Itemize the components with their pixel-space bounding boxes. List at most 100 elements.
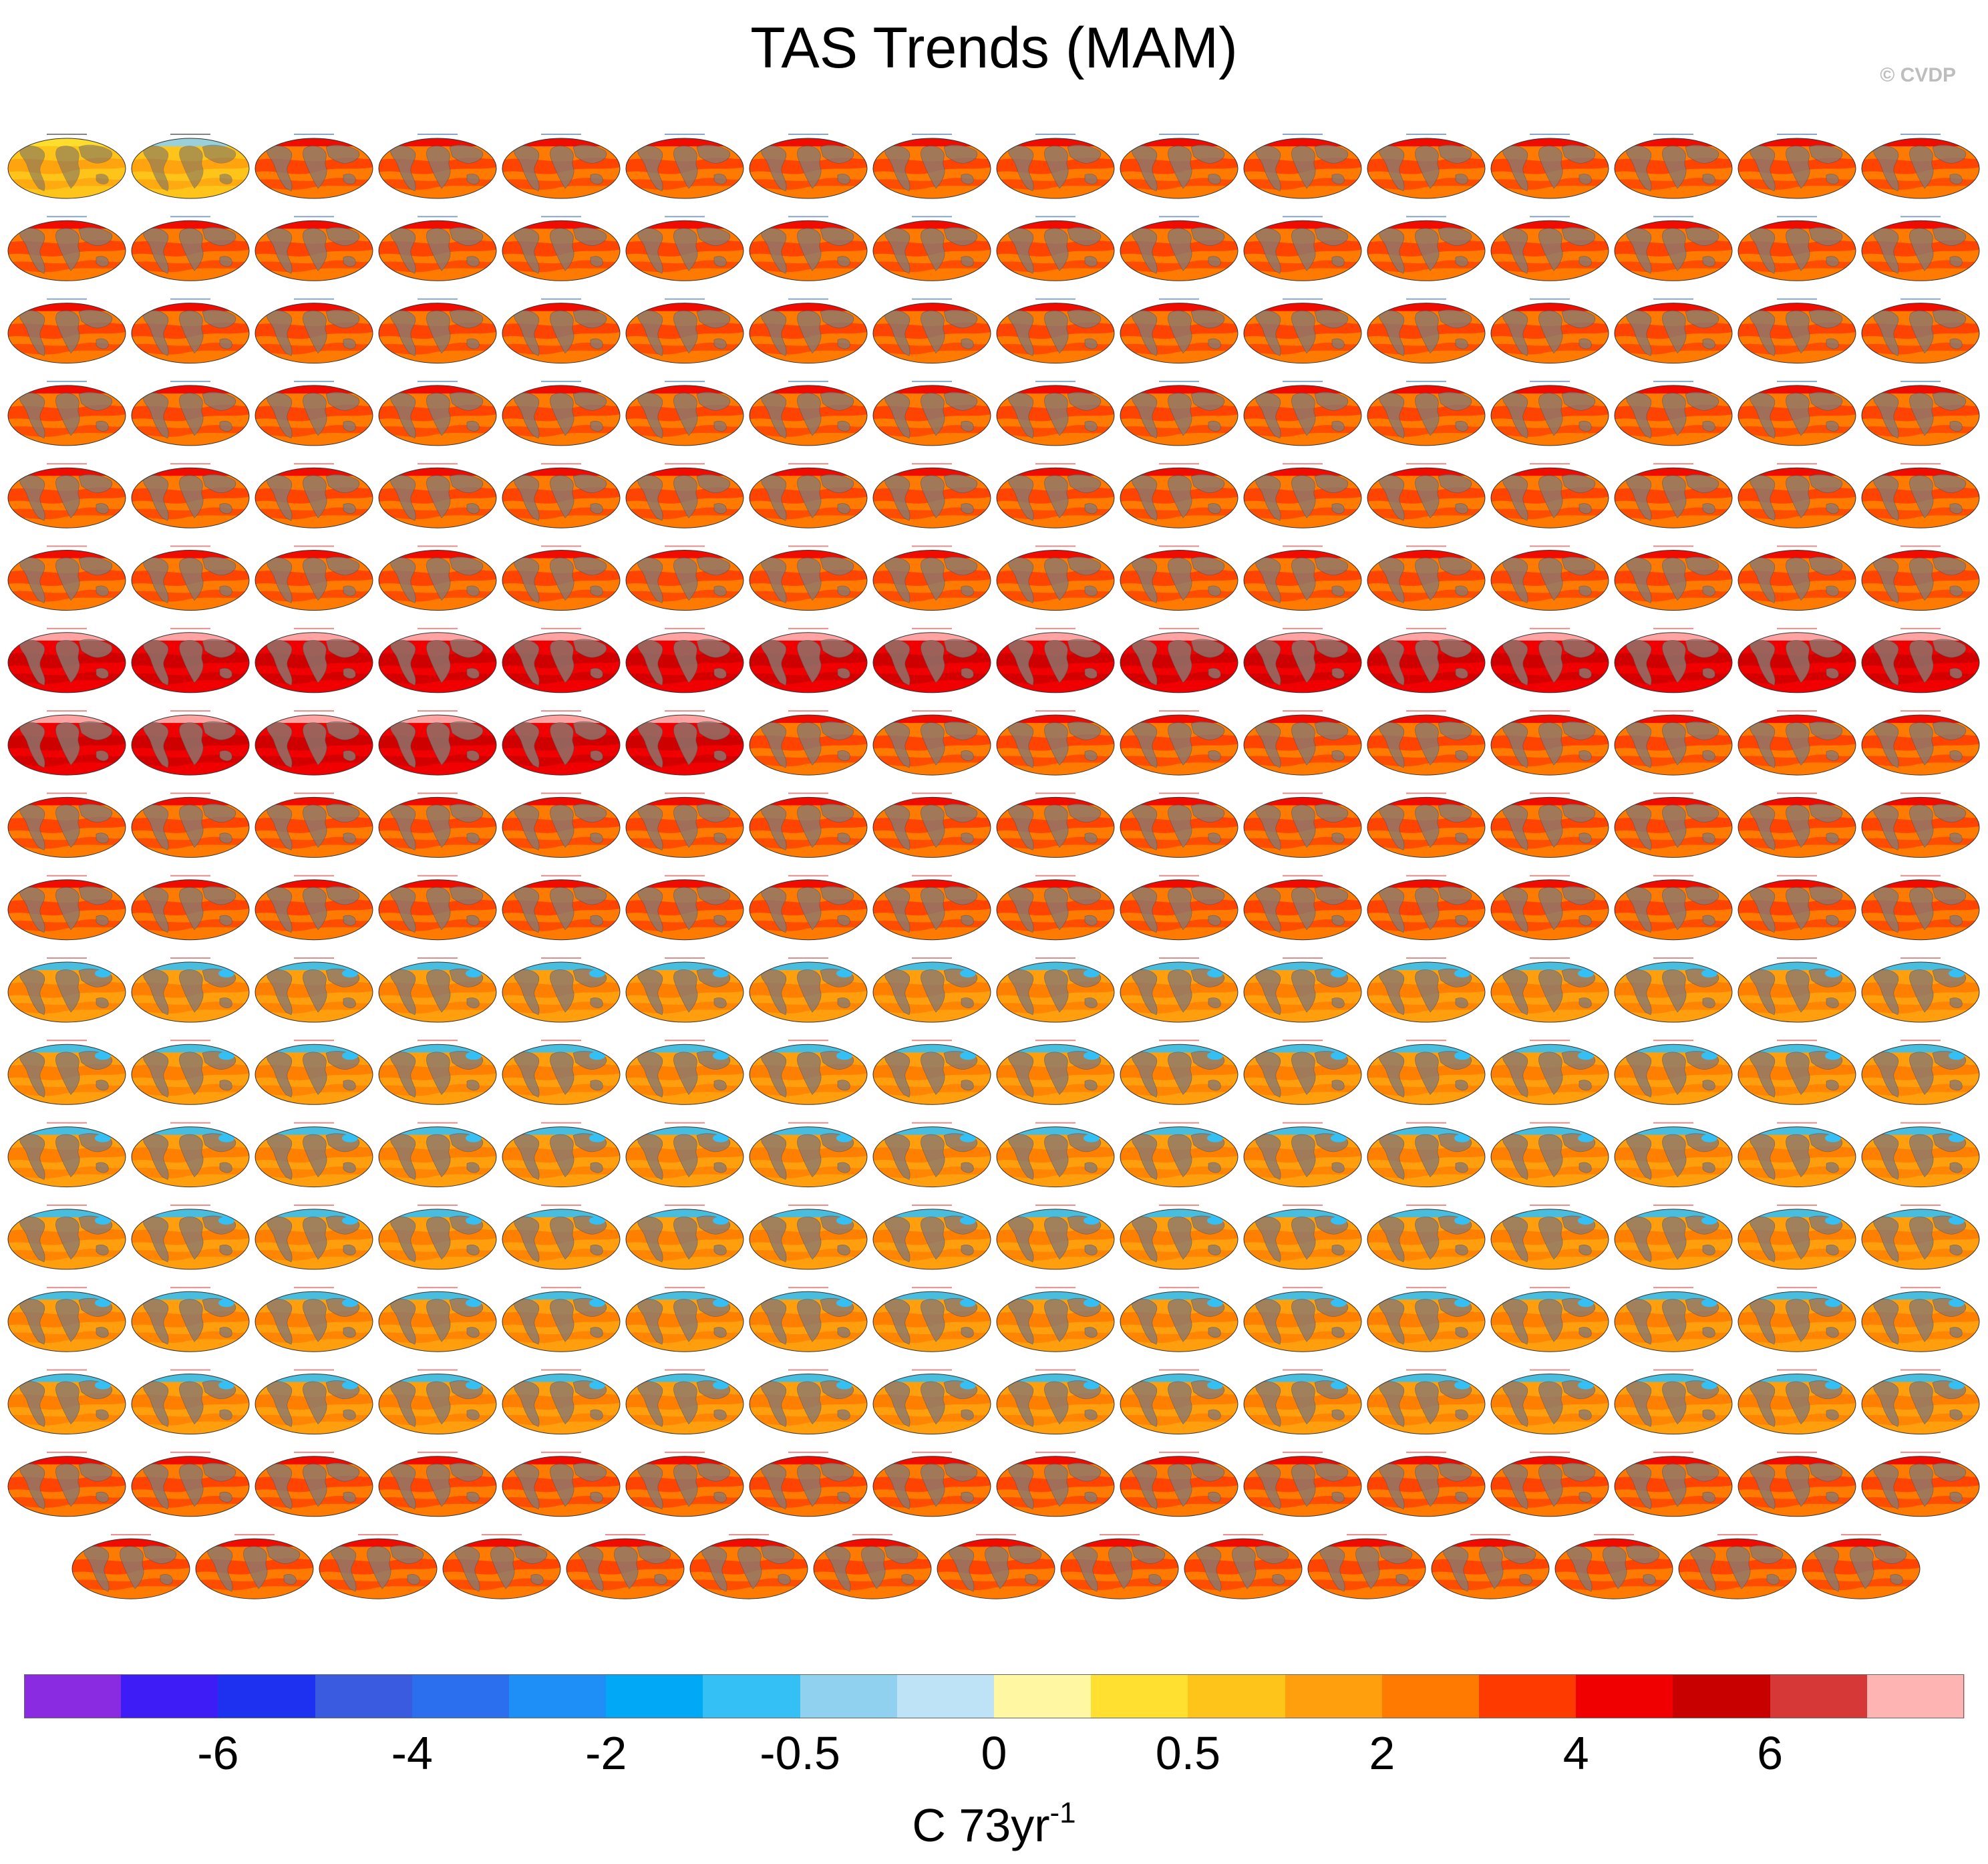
trend-map-panel [996, 216, 1115, 281]
trend-map-panel [749, 1204, 868, 1270]
trend-map-panel [872, 875, 991, 941]
trend-map-panel [872, 545, 991, 611]
trend-map-panel [872, 792, 991, 858]
trend-map-panel [1861, 1040, 1980, 1105]
trend-map-panel [1367, 957, 1486, 1023]
trend-map-panel [255, 875, 373, 941]
trend-map-panel [1367, 1122, 1486, 1188]
trend-map-panel [1614, 1369, 1733, 1434]
colorbar-tick-label: 0.5 [1155, 1727, 1221, 1779]
trend-map-panel [1737, 710, 1856, 776]
trend-map-panel [749, 463, 868, 528]
trend-map-panel [872, 298, 991, 364]
trend-map-panel [1367, 1040, 1486, 1105]
trend-map-panel [1120, 1122, 1238, 1188]
trend-map-panel [1120, 710, 1238, 776]
trend-map-panel [1367, 1369, 1486, 1434]
trend-map-panel [1861, 627, 1980, 693]
trend-map-panel [1737, 1369, 1856, 1434]
cvdp-credit: © CVDP [1880, 64, 1956, 86]
colorbar-tick-label: -2 [585, 1727, 627, 1779]
trend-map-panel [1120, 1369, 1238, 1434]
trend-map-panel [625, 875, 744, 941]
trend-map-panel [872, 1451, 991, 1517]
trend-map-panel [1490, 957, 1609, 1023]
trend-map-panel [502, 1122, 621, 1188]
trend-map-panel [7, 380, 126, 446]
trend-map-panel [625, 1369, 744, 1434]
trend-map-panel [749, 1451, 868, 1517]
trend-map-panel [1367, 1204, 1486, 1270]
trend-map-panel [378, 1451, 497, 1517]
trend-map-panel [1861, 710, 1980, 776]
trend-map-panel [996, 1287, 1115, 1352]
trend-map-panel [1243, 1451, 1362, 1517]
colorbar-tick-label: 0 [981, 1727, 1007, 1779]
trend-map-panel [255, 380, 373, 446]
colorbar-swatch [1673, 1674, 1771, 1718]
trend-map-panel [1737, 134, 1856, 199]
trend-map-panel [872, 1287, 991, 1352]
trend-map-panel [1243, 710, 1362, 776]
trend-map-panel [1243, 216, 1362, 281]
trend-map-panel [1367, 875, 1486, 941]
colorbar-swatch [509, 1674, 607, 1718]
trend-map-panel [1367, 1451, 1486, 1517]
trend-map-panel [1490, 1287, 1609, 1352]
trend-map-panel [872, 134, 991, 199]
trend-map-panel [872, 463, 991, 528]
trend-map-panel [1614, 1122, 1733, 1188]
trend-map-panel [131, 627, 250, 693]
trend-map-panel [255, 298, 373, 364]
trend-map-panel [1861, 1122, 1980, 1188]
trend-map-panel [625, 380, 744, 446]
trend-map-panel [1861, 545, 1980, 611]
trend-map-panel [255, 627, 373, 693]
trend-map-panel [255, 710, 373, 776]
trend-map-panel [872, 627, 991, 693]
trend-map-panel [1737, 1204, 1856, 1270]
trend-map-panel [502, 298, 621, 364]
trend-map-panel [625, 545, 744, 611]
trend-map-panel [255, 792, 373, 858]
trend-map-panel [1367, 710, 1486, 776]
trend-map-panel [1737, 463, 1856, 528]
colorbar-swatch [606, 1674, 704, 1718]
trend-map-panel [625, 216, 744, 281]
trend-map-panel [378, 957, 497, 1023]
colorbar-swatch [1285, 1674, 1383, 1718]
trend-map-panel [7, 710, 126, 776]
trend-map-panel [7, 298, 126, 364]
trend-map-panel [255, 545, 373, 611]
trend-map-panel [7, 134, 126, 199]
trend-map-panel [255, 216, 373, 281]
trend-map-panel [378, 298, 497, 364]
trend-map-panel [7, 1287, 126, 1352]
trend-map-panel [749, 1040, 868, 1105]
trend-map-panel [1367, 380, 1486, 446]
trend-map-panel [1243, 134, 1362, 199]
trend-map-panel [131, 1122, 250, 1188]
colorbar-tick-label: 4 [1562, 1727, 1589, 1779]
trend-map-panel [749, 298, 868, 364]
trend-map-panel [1243, 627, 1362, 693]
trend-map-panel [1614, 1204, 1733, 1270]
trend-map-panel [7, 792, 126, 858]
colorbar-swatch [1381, 1674, 1480, 1718]
trend-map-panel [1737, 545, 1856, 611]
trend-map-panel [7, 1204, 126, 1270]
trend-map-panel [996, 1451, 1115, 1517]
trend-map-panel [1490, 1122, 1609, 1188]
trend-map-panel [378, 1122, 497, 1188]
trend-map-panel [255, 134, 373, 199]
trend-map-panel [1120, 875, 1238, 941]
trend-map-panel [625, 792, 744, 858]
trend-map-panel [996, 875, 1115, 941]
trend-map-panel [7, 1451, 126, 1517]
trend-map-panel [502, 792, 621, 858]
trend-map-panel [1737, 298, 1856, 364]
trend-map-panel [1243, 1287, 1362, 1352]
trend-map-panel [872, 1204, 991, 1270]
trend-map-panel [378, 792, 497, 858]
trend-map-panel [255, 1287, 373, 1352]
